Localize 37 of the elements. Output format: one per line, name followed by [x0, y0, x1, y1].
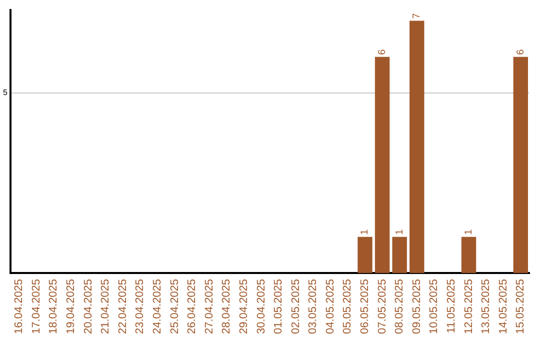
x-tick-label: 03.05.2025	[307, 278, 320, 334]
data-label: 7	[412, 12, 423, 19]
x-tick-label: 02.05.2025	[290, 278, 302, 334]
x-tick-label: 26.04.2025	[186, 278, 198, 334]
x-tick-label: 14.05.2025	[497, 278, 510, 334]
data-label: 6	[377, 48, 388, 55]
x-tick-label: 10.05.2025	[428, 278, 440, 334]
x-tick-label: 22.04.2025	[116, 278, 129, 334]
x-tick-label: 06.05.2025	[359, 278, 372, 334]
data-label: 1	[360, 228, 371, 235]
x-tick-label: 27.04.2025	[203, 278, 216, 334]
y-tick-label: 5	[2, 88, 8, 98]
x-tick-label: 12.05.2025	[462, 278, 475, 334]
x-tick-label: 13.05.2025	[480, 278, 492, 334]
x-tick-label: 08.05.2025	[394, 278, 406, 334]
x-tick-label: 07.05.2025	[376, 278, 388, 334]
data-label: 1	[394, 228, 406, 235]
x-tick-label: 21.04.2025	[100, 278, 112, 334]
x-tick-label: 17.04.2025	[30, 278, 42, 334]
x-tick-label: 05.05.2025	[342, 278, 354, 334]
x-tick-label: 15.05.2025	[514, 278, 527, 334]
x-tick-label: 04.05.2025	[324, 278, 336, 334]
x-tick-label: 24.04.2025	[151, 278, 164, 334]
data-label: 1	[464, 228, 475, 235]
x-tick-label: 19.04.2025	[65, 278, 78, 334]
x-tick-label: 01.05.2025	[272, 278, 285, 334]
x-tick-label: 16.04.2025	[13, 278, 26, 334]
x-tick-label: 11.05.2025	[446, 278, 458, 334]
x-tick-label: 18.04.2025	[48, 278, 60, 334]
x-tick-label: 25.04.2025	[168, 278, 181, 334]
x-tick-label: 28.04.2025	[220, 278, 233, 334]
x-tick-label: 29.04.2025	[238, 278, 250, 334]
x-tick-label: 23.04.2025	[134, 278, 146, 334]
x-tick-label: 20.04.2025	[82, 278, 94, 334]
x-tick-label: 30.04.2025	[255, 278, 268, 334]
data-label: 6	[515, 48, 526, 55]
x-tick-label: 09.05.2025	[410, 278, 423, 334]
